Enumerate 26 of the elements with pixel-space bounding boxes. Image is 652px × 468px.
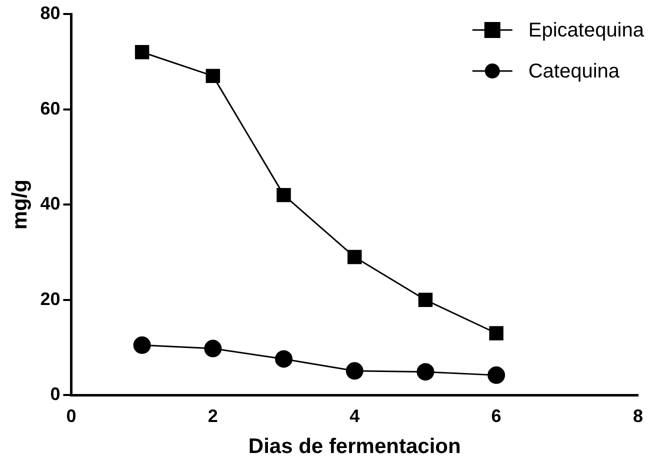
point [133, 336, 151, 354]
x-tick-label: 0 [66, 406, 76, 426]
y-axis-title: mg/g [8, 180, 32, 230]
point [276, 188, 291, 202]
x-tick-label: 8 [632, 406, 644, 426]
y-tick-label: 80 [40, 2, 60, 23]
point [204, 340, 222, 358]
y-tick-label: 20 [40, 288, 60, 309]
x-tick-label: 4 [350, 406, 360, 426]
point [206, 68, 220, 84]
point [134, 45, 150, 60]
y-tick-label: 60 [40, 98, 60, 118]
y-tick-label: 0 [50, 384, 60, 404]
point [489, 326, 504, 340]
point [347, 250, 362, 264]
y-tick-label: 40 [40, 194, 60, 214]
point [275, 350, 293, 368]
point [418, 292, 433, 308]
point [346, 362, 364, 380]
x-tick-label: 2 [208, 406, 218, 426]
x-tick-label: 6 [491, 406, 502, 426]
legend-label: Catequina [528, 60, 620, 83]
point [416, 363, 434, 381]
x-axis-title: Dias de fermentacion [248, 435, 461, 458]
point [488, 366, 506, 384]
legend-label: Epicatequina [528, 20, 645, 42]
